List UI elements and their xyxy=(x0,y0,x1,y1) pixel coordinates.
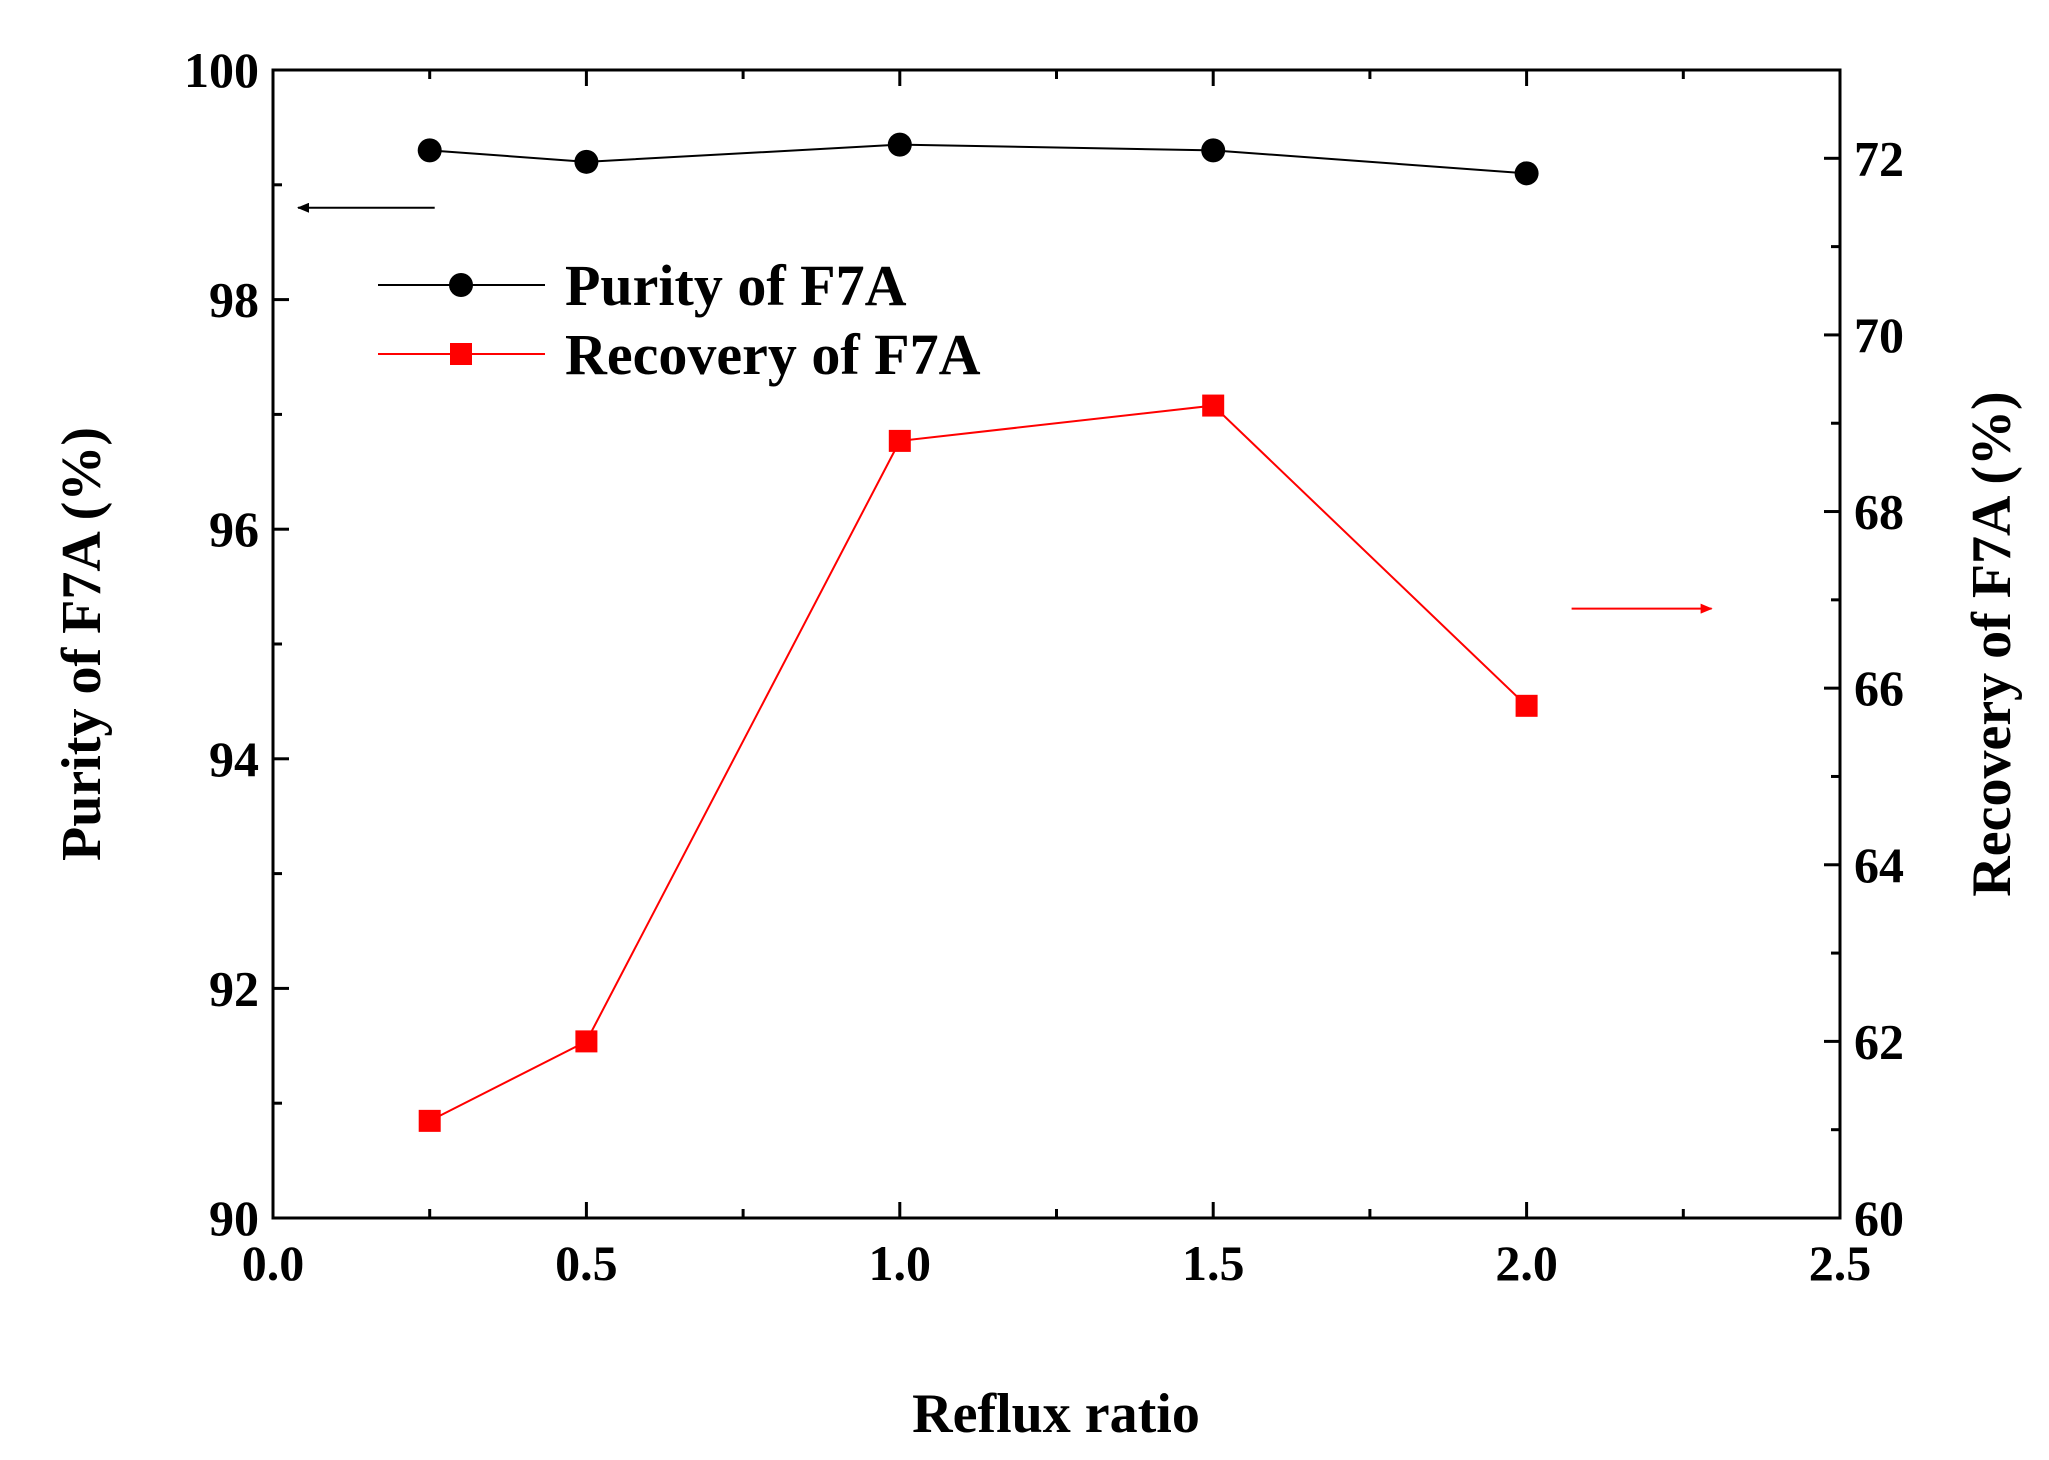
x-tick-label: 1.0 xyxy=(869,1235,932,1291)
x-axis-title: Reflux ratio xyxy=(912,1383,1200,1445)
data-point-purity xyxy=(574,149,599,174)
y-right-tick-label: 70 xyxy=(1854,307,1904,363)
x-tick-label: 0.5 xyxy=(555,1235,618,1291)
data-point-recovery xyxy=(888,429,911,452)
data-point-purity xyxy=(1514,161,1539,186)
x-tick-label: 2.5 xyxy=(1809,1235,1872,1291)
y-left-tick-label: 90 xyxy=(209,1190,259,1246)
x-tick-label: 1.5 xyxy=(1182,1235,1245,1291)
data-point-purity xyxy=(417,138,442,163)
data-point-purity xyxy=(887,132,912,157)
y-left-axis-title: Purity of F7A (%) xyxy=(51,427,113,861)
x-tick-label: 2.0 xyxy=(1495,1235,1558,1291)
y-right-tick-label: 62 xyxy=(1854,1013,1904,1069)
y-left-tick-label: 94 xyxy=(209,731,259,787)
x-tick-label: 0.0 xyxy=(242,1235,305,1291)
y-right-tick-label: 64 xyxy=(1854,837,1904,893)
y-left-tick-label: 100 xyxy=(184,42,259,98)
legend-label-purity: Purity of F7A xyxy=(565,253,907,318)
y-right-tick-label: 66 xyxy=(1854,660,1904,716)
y-left-tick-label: 98 xyxy=(209,272,259,328)
legend-label-recovery: Recovery of F7A xyxy=(565,322,981,387)
legend-marker-recovery xyxy=(450,343,472,365)
y-right-tick-label: 68 xyxy=(1854,484,1904,540)
y-right-tick-label: 72 xyxy=(1854,130,1904,186)
series-line-recovery xyxy=(429,404,1528,1122)
plot-frame xyxy=(271,68,1842,1220)
y-left-tick-label: 96 xyxy=(209,501,259,557)
data-point-recovery xyxy=(575,1030,598,1053)
y-right-tick-label: 60 xyxy=(1854,1190,1904,1246)
data-point-purity xyxy=(1201,138,1226,163)
y-left-tick-label: 92 xyxy=(209,960,259,1016)
legend: Purity of F7A Recovery of F7A xyxy=(378,253,981,387)
data-point-recovery xyxy=(1515,694,1538,717)
data-point-recovery xyxy=(1202,394,1225,417)
data-point-recovery xyxy=(418,1109,441,1132)
y-right-axis-title: Recovery of F7A (%) xyxy=(1961,391,2023,896)
legend-marker-purity xyxy=(449,273,473,297)
